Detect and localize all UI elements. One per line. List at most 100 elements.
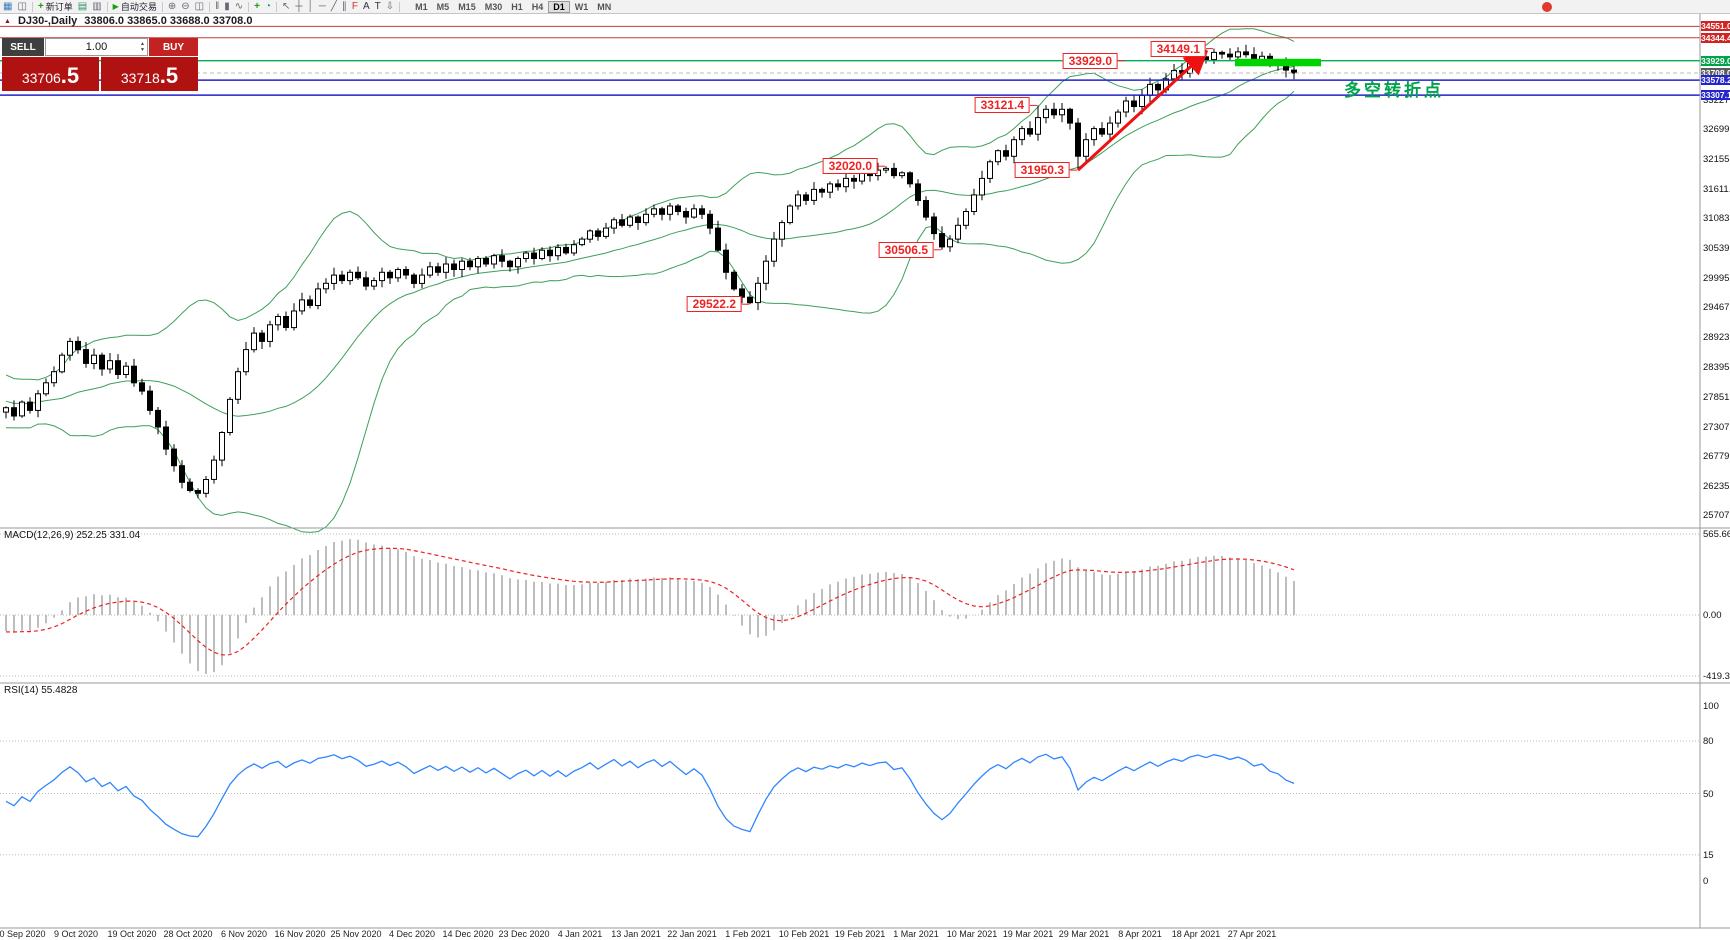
time-axis-label: 13 Jan 2021 <box>611 929 661 939</box>
timeframe-button-m5[interactable]: M5 <box>436 1 450 12</box>
time-axis-label: 6 Nov 2020 <box>220 929 268 939</box>
arrows-tool-icon[interactable]: ⇩ <box>385 1 395 12</box>
tile-windows-icon[interactable]: ◫ <box>194 1 205 12</box>
data-window-icon[interactable]: ▥ <box>92 1 102 12</box>
spinner-down-icon[interactable]: ▼ <box>140 47 145 53</box>
time-axis-label: 10 Mar 2021 <box>946 929 998 939</box>
price-axis-label: 27851.0 <box>1703 391 1730 403</box>
price-axis-label: 31083.0 <box>1703 213 1730 224</box>
toolbar-separator <box>276 1 278 12</box>
vertical-line-tool-icon[interactable]: │ <box>307 1 314 12</box>
one-click-trading-panel: SELL 1.00 ▲ ▼ BUY 33706 .5 33718 .5 <box>2 38 198 91</box>
time-axis-label: 25 Nov 2020 <box>330 929 382 939</box>
macd-axis-label: 565.66 <box>1703 529 1730 540</box>
symbol-period-label: DJ30-,Daily <box>17 15 78 27</box>
fibonacci-tool-icon[interactable]: F <box>351 1 358 12</box>
bid-price-main: 33706 <box>21 70 61 86</box>
cursor-icon[interactable]: ↖ <box>282 1 291 12</box>
time-axis-label: 4 Dec 2020 <box>388 929 436 939</box>
price-annotation[interactable]: 33121.4 <box>974 97 1030 114</box>
timeframe-button-m30[interactable]: M30 <box>484 1 503 12</box>
time-axis-label: 16 Nov 2020 <box>274 929 326 939</box>
time-axis-label: 8 Apr 2021 <box>1118 929 1162 939</box>
plus-icon: + <box>37 1 44 12</box>
price-annotation[interactable]: 31950.3 <box>1014 162 1070 179</box>
sell-button[interactable]: SELL <box>2 38 44 56</box>
price-annotation[interactable]: 33929.0 <box>1062 52 1118 69</box>
new-order-button[interactable]: + 新订单 <box>38 0 73 13</box>
price-annotation[interactable]: 34149.1 <box>1150 40 1206 57</box>
horizontal-line-tool-icon[interactable]: ─ <box>318 1 326 12</box>
zoom-in-icon[interactable]: ⊕ <box>167 1 177 12</box>
macd-axis-label: 0.00 <box>1703 610 1722 621</box>
price-axis-label: 32155.0 <box>1703 153 1730 165</box>
line-chart-icon[interactable]: ∿ <box>234 1 244 12</box>
text-label-tool-icon[interactable]: T <box>374 1 381 12</box>
price-axis-label: 31611.0 <box>1703 183 1730 195</box>
timeframe-toolbar: M1 M5 M15 M30 H1 H4 D1 W1 MN <box>411 0 615 13</box>
timeframe-button-m1[interactable]: M1 <box>415 1 428 12</box>
time-axis-label: 23 Dec 2020 <box>498 929 550 939</box>
price-annotation[interactable]: 29522.2 <box>686 296 742 313</box>
timeframe-button-h1[interactable]: H1 <box>511 1 523 12</box>
new-order-label: 新订单 <box>45 2 73 12</box>
price-axis-badge: 34551.0 <box>1701 21 1730 32</box>
price-axis-label: 27307.0 <box>1703 421 1730 433</box>
rsi-axis-label: 80 <box>1703 736 1714 747</box>
crosshair-icon[interactable]: ┼ <box>295 1 303 12</box>
bar-chart-icon[interactable]: ‖ <box>215 1 220 12</box>
time-axis-label: 10 Feb 2021 <box>778 929 830 939</box>
time-axis-label: 4 Jan 2021 <box>557 929 603 939</box>
time-axis-label: 1 Feb 2021 <box>725 929 771 939</box>
price-axis-badge: 33929.0 <box>1701 55 1730 66</box>
autotrade-button[interactable]: ▶ 自动交易 <box>113 0 157 13</box>
timeframe-button-w1[interactable]: W1 <box>574 1 589 12</box>
rsi-axis-label: 15 <box>1703 849 1714 861</box>
price-axis-label: 29467.0 <box>1703 302 1730 314</box>
add-indicator-icon[interactable]: + <box>254 1 260 12</box>
price-axis-badge: 33578.2 <box>1701 75 1730 86</box>
price-annotation[interactable]: 32020.0 <box>822 158 878 175</box>
price-axis-label: 28923.0 <box>1703 332 1730 344</box>
top-toolbar: ▦ ◫ + 新订单 ▤ ▥ ▶ 自动交易 ⊕ ⊖ ◫ ‖ ▮ ∿ + ◔ ↖ ┼ │… <box>0 0 1730 14</box>
timeframe-button-mn[interactable]: MN <box>597 1 612 12</box>
chart-profiles-icon[interactable]: ◫ <box>17 1 27 12</box>
community-icon[interactable] <box>1542 2 1552 12</box>
price-axis-label: 32699.0 <box>1703 123 1730 135</box>
timeframe-button-d1[interactable]: D1 <box>548 0 570 13</box>
turning-point-note: 多空转折点 <box>1344 81 1444 100</box>
price-axis-label: 25707.0 <box>1703 510 1730 521</box>
channel-tool-icon[interactable]: ∥ <box>341 1 347 12</box>
macd-axis-label: -419.33 <box>1703 671 1730 682</box>
buy-button[interactable]: BUY <box>149 38 198 56</box>
bid-price-button[interactable]: 33706 .5 <box>2 57 99 91</box>
price-axis-label: 28395.0 <box>1703 361 1730 373</box>
trendline-tool-icon[interactable]: ╱ <box>330 1 337 12</box>
time-axis-label: 28 Oct 2020 <box>163 929 213 939</box>
market-watch-icon[interactable]: ▤ <box>77 1 88 12</box>
time-axis-label: 19 Oct 2020 <box>107 929 157 939</box>
bid-price-fraction: .5 <box>60 63 80 88</box>
timeframe-button-h4[interactable]: H4 <box>531 1 544 12</box>
spinner-up-icon[interactable]: ▲ <box>140 41 145 47</box>
volume-input[interactable]: 1.00 ▲ ▼ <box>45 38 148 56</box>
panel-collapse-icon[interactable]: ▲ <box>4 17 11 25</box>
price-annotation[interactable]: 30506.5 <box>878 241 934 258</box>
time-axis-label: 27 Apr 2021 <box>1227 929 1277 939</box>
zoom-out-icon[interactable]: ⊖ <box>181 1 190 12</box>
ask-price-main: 33718 <box>120 70 160 86</box>
candlestick-chart-icon[interactable]: ▮ <box>224 1 230 12</box>
ask-price-button[interactable]: 33718 .5 <box>101 57 198 91</box>
volume-spinner[interactable]: ▲ ▼ <box>140 41 145 53</box>
time-axis-label: 9 Oct 2020 <box>53 929 99 939</box>
ohlc-readout: 33806.0 33865.0 33688.0 33708.0 <box>84 15 253 27</box>
toolbar-separator <box>209 1 211 12</box>
text-tool-icon[interactable]: A <box>362 1 370 12</box>
price-axis-label: 29995.0 <box>1703 273 1730 285</box>
period-icon[interactable]: ◔ <box>264 1 272 12</box>
timeframe-button-m15[interactable]: M15 <box>458 1 476 12</box>
new-chart-icon[interactable]: ▦ <box>3 1 13 12</box>
price-axis-label: 30539.0 <box>1703 243 1730 254</box>
rsi-indicator-label: RSI(14) 55.4828 <box>4 685 78 696</box>
